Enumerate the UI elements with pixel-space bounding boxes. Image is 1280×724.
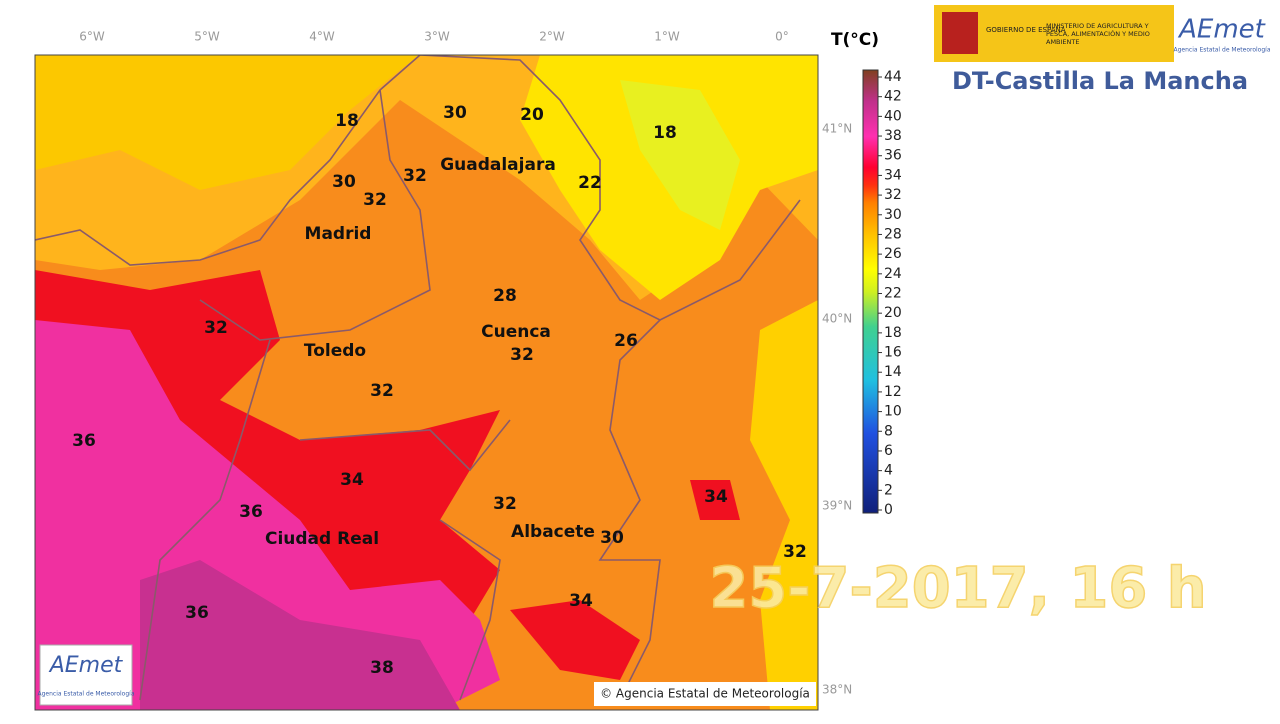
map-frame: [34, 54, 819, 711]
colorbar-tick-label: 2: [884, 482, 893, 498]
longitude-label: 4°W: [309, 30, 335, 44]
city-label: Cuenca: [481, 322, 551, 342]
colorbar-tick-label: 30: [884, 207, 902, 223]
city-label: Albacete: [511, 522, 595, 542]
temperature-label: 36: [72, 431, 96, 451]
temperature-label: 30: [443, 103, 467, 123]
map-logo-subtitle: Agencia Estatal de Meteorología: [38, 691, 135, 698]
map-logo: AEmet: [48, 653, 124, 678]
colorbar-tick-label: 32: [884, 187, 902, 203]
colorbar-title: T(°C): [831, 30, 879, 50]
temperature-label: 32: [204, 318, 228, 338]
temperature-label: 26: [614, 331, 638, 351]
colorbar-tick-label: 4: [884, 463, 893, 479]
temperature-label: 32: [370, 381, 394, 401]
city-label: Ciudad Real: [265, 529, 379, 549]
copyright: © Agencia Estatal de Meteorología: [600, 687, 810, 701]
copyright-box: [594, 682, 816, 706]
colorbar-tick-label: 22: [884, 286, 902, 302]
city-label: Madrid: [305, 224, 372, 244]
temperature-label: 18: [335, 111, 359, 131]
coat-of-arms: [942, 12, 978, 54]
longitude-label: 0°: [775, 30, 789, 44]
temperature-label: 34: [704, 487, 728, 507]
temperature-label: 32: [510, 345, 534, 365]
region-title: DT-Castilla La Mancha: [952, 67, 1248, 95]
ministry-box: MINISTERIO DE AGRICULTURA Y PESCA, ALIME…: [1046, 22, 1150, 46]
temperature-label: 32: [493, 494, 517, 514]
latitude-label: 39°N: [822, 499, 852, 513]
temperature-label: 34: [569, 591, 593, 611]
temperature-label: 32: [363, 190, 387, 210]
temperature-label: 34: [340, 470, 364, 490]
colorbar-tick-label: 20: [884, 305, 902, 321]
timestamp: 25-7-2017, 16 h: [709, 556, 1206, 621]
city-label: Guadalajara: [440, 155, 556, 175]
temperature-label: 36: [239, 502, 263, 522]
ministry: MINISTERIO DE AGRICULTURA Y PESCA, ALIME…: [1046, 22, 1150, 46]
colorbar-tick-label: 28: [884, 226, 902, 242]
colorbar-tick-label: 24: [884, 266, 902, 282]
colorbar-tick-label: 34: [884, 167, 902, 183]
colorbar-tick-label: 38: [884, 128, 902, 144]
colorbar-tick-label: 8: [884, 423, 893, 439]
longitude-label: 1°W: [654, 30, 680, 44]
city-label: Toledo: [304, 341, 366, 361]
colorbar-tick-label: 12: [884, 384, 902, 400]
temperature-label: 22: [578, 173, 602, 193]
colorbar-tick-label: 44: [884, 69, 902, 85]
longitude-label: 6°W: [79, 30, 105, 44]
temperature-label: 38: [370, 658, 394, 678]
temperature-label: 30: [600, 528, 624, 548]
temperature-label: 36: [185, 603, 209, 623]
colorbar-tick-label: 10: [884, 404, 902, 420]
temperature-label: 18: [653, 123, 677, 143]
temperature-map: [35, 55, 818, 710]
colorbar-tick-label: 14: [884, 364, 902, 380]
longitude-label: 3°W: [424, 30, 450, 44]
longitude-label: 5°W: [194, 30, 220, 44]
agency-logo: AEmet: [1177, 15, 1266, 45]
temperature-label: 32: [783, 542, 807, 562]
map-logo-box: [39, 644, 133, 706]
temperature-label: 20: [520, 105, 544, 125]
colorbar-tick-label: 40: [884, 108, 902, 124]
colorbar: [862, 69, 879, 514]
colorbar-tick-label: 18: [884, 325, 902, 341]
latitude-label: 41°N: [822, 122, 852, 136]
colorbar-tick-label: 6: [884, 443, 893, 459]
latitude-label: 38°N: [822, 683, 852, 697]
temperature-label: 32: [403, 166, 427, 186]
temperature-label: 28: [493, 286, 517, 306]
government: GOBIERNO DE ESPAÑA: [986, 25, 1066, 34]
colorbar-tick-label: 36: [884, 148, 902, 164]
colorbar-tick-label: 42: [884, 89, 902, 105]
agency-subtitle: Agencia Estatal de Meteorología: [1174, 47, 1271, 54]
colorbar-tick-label: 26: [884, 246, 902, 262]
temperature-label: 30: [332, 172, 356, 192]
colorbar-tick-label: 16: [884, 345, 902, 361]
colorbar-tick-label: 0: [884, 502, 893, 518]
latitude-label: 40°N: [822, 312, 852, 326]
longitude-label: 2°W: [539, 30, 565, 44]
